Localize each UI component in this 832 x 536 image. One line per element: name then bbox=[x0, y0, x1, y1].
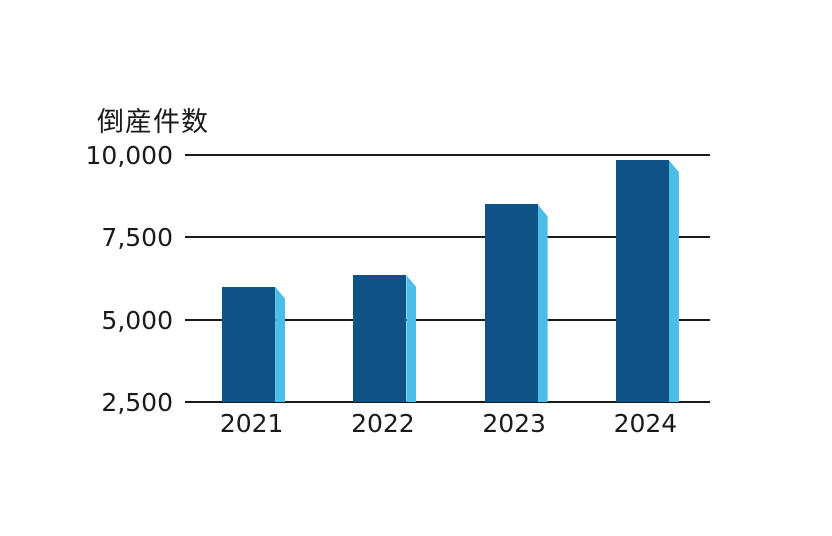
y-tick-label-5000: 5,000 bbox=[101, 305, 173, 335]
x-tick-label-2023: 2023 bbox=[482, 409, 546, 438]
bar-face-2023 bbox=[484, 204, 538, 402]
x-tick-label-2021: 2021 bbox=[219, 409, 284, 438]
bar-side-2022 bbox=[406, 275, 417, 402]
x-tick-label-2024: 2024 bbox=[613, 409, 678, 438]
y-tick-label-2500: 2,500 bbox=[101, 388, 173, 417]
chart-title: 倒産件数 bbox=[97, 107, 209, 138]
gridline-5000 bbox=[185, 318, 710, 321]
gridline-10000 bbox=[185, 154, 710, 156]
bar-face-2024 bbox=[615, 159, 669, 402]
bar-2024 bbox=[615, 159, 679, 402]
bar-2021 bbox=[222, 286, 286, 402]
bar-face-2022 bbox=[353, 275, 407, 402]
bar-side-2023 bbox=[537, 204, 548, 402]
bar-side-2024 bbox=[668, 159, 679, 402]
x-tick-label-2022: 2022 bbox=[351, 409, 415, 438]
gridline-7500 bbox=[185, 236, 710, 239]
y-tick-label-7500: 7,500 bbox=[101, 223, 173, 253]
plot-area bbox=[185, 154, 710, 403]
gridline-2500 bbox=[185, 401, 710, 403]
bar-2022 bbox=[353, 275, 417, 402]
bar-side-2021 bbox=[275, 286, 286, 402]
bar-2023 bbox=[484, 204, 548, 402]
y-tick-label-10000: 10,000 bbox=[85, 141, 173, 170]
bar-face-2021 bbox=[222, 286, 276, 402]
